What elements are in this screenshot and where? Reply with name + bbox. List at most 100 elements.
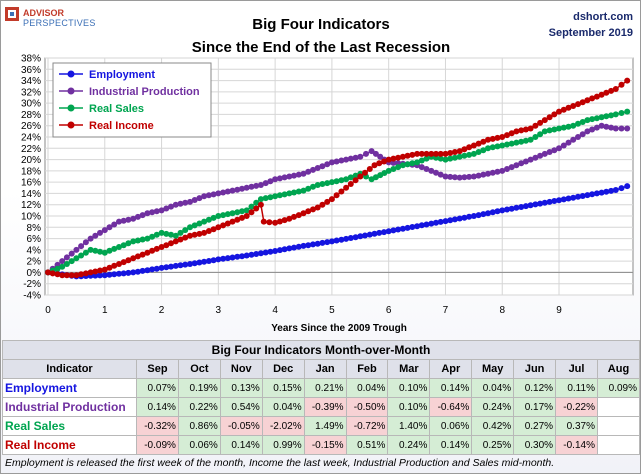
x-tick-label: 5 xyxy=(329,305,335,316)
data-point xyxy=(158,244,165,250)
data-point xyxy=(508,205,515,212)
data-point xyxy=(352,234,359,241)
data-point xyxy=(239,214,245,221)
data-point xyxy=(210,191,217,198)
data-point xyxy=(466,213,473,220)
data-point xyxy=(272,193,279,200)
table-title-row: Big Four Indicators Month-over-Month xyxy=(2,340,640,360)
data-point xyxy=(618,185,625,192)
data-point xyxy=(220,222,227,229)
data-point xyxy=(541,128,548,135)
legend-marker xyxy=(67,121,75,129)
data-point xyxy=(257,250,264,257)
data-point xyxy=(518,204,525,210)
data-point xyxy=(518,138,525,145)
data-point xyxy=(589,191,596,198)
data-point xyxy=(461,152,468,159)
data-point xyxy=(191,222,198,229)
data-point xyxy=(120,217,127,224)
data-point xyxy=(504,132,510,139)
legend-item: Real Income xyxy=(59,120,154,132)
data-point xyxy=(513,139,520,146)
data-point xyxy=(314,182,321,188)
data-point xyxy=(177,262,184,269)
data-point xyxy=(608,124,615,131)
data-point xyxy=(368,148,375,155)
data-point xyxy=(97,229,103,236)
data-point xyxy=(333,237,340,244)
data-point xyxy=(390,159,397,166)
data-point xyxy=(253,182,260,189)
data-point xyxy=(272,219,279,226)
data-point xyxy=(234,216,241,223)
table-cell: 0.15% xyxy=(261,378,305,398)
table-cell: -0.32% xyxy=(136,416,179,436)
data-point xyxy=(191,260,198,267)
data-point xyxy=(125,240,132,247)
data-point xyxy=(556,197,562,204)
legend-item: Employment xyxy=(59,69,155,81)
data-point xyxy=(210,214,217,221)
data-point xyxy=(253,251,260,257)
table-cell: 0.09% xyxy=(596,378,641,398)
data-point xyxy=(158,229,165,236)
data-point xyxy=(527,136,534,143)
legend-marker xyxy=(67,104,75,112)
data-point xyxy=(608,87,615,94)
data-point xyxy=(560,106,567,113)
data-point xyxy=(59,272,66,279)
data-point xyxy=(196,195,203,202)
data-point xyxy=(149,209,156,216)
data-point xyxy=(418,164,425,171)
data-point xyxy=(442,156,449,163)
data-point xyxy=(624,125,631,132)
data-point xyxy=(414,223,421,230)
data-point xyxy=(560,196,567,203)
y-tick-label: 36% xyxy=(21,65,41,76)
data-point xyxy=(612,187,619,193)
data-point xyxy=(343,235,350,242)
data-point xyxy=(172,262,179,269)
data-point xyxy=(172,232,179,239)
legend-marker xyxy=(67,87,75,95)
data-point xyxy=(239,208,245,215)
data-point xyxy=(551,147,558,154)
data-point xyxy=(163,230,170,237)
data-point xyxy=(537,152,544,159)
footnote: Employment is released the first week of… xyxy=(5,457,555,469)
data-point xyxy=(125,216,132,223)
data-point xyxy=(281,174,288,181)
data-point xyxy=(399,225,406,232)
data-point xyxy=(466,144,473,151)
data-point xyxy=(63,272,70,279)
column-header-indicator: Indicator xyxy=(2,359,137,379)
data-point xyxy=(281,191,288,198)
data-point xyxy=(575,134,581,140)
data-point xyxy=(187,224,193,231)
table-cell: -0.22% xyxy=(555,397,598,417)
data-point xyxy=(106,264,113,271)
data-point xyxy=(267,194,274,201)
data-point xyxy=(508,140,515,147)
data-point xyxy=(618,81,625,88)
data-point xyxy=(504,141,510,148)
table-cell: -0.09% xyxy=(136,435,179,455)
data-point xyxy=(153,208,160,215)
data-point xyxy=(366,231,373,238)
data-point xyxy=(608,112,615,119)
data-point xyxy=(362,232,368,239)
data-point xyxy=(82,249,89,256)
data-point xyxy=(598,114,605,121)
data-point xyxy=(470,213,477,219)
data-point xyxy=(106,247,113,254)
data-point xyxy=(489,135,496,142)
data-point xyxy=(404,161,411,168)
data-point xyxy=(224,255,231,262)
data-point xyxy=(499,142,506,149)
data-point xyxy=(182,234,189,241)
source-label: dshort.com xyxy=(573,11,633,23)
table-cell: 0.14% xyxy=(219,435,263,455)
data-point xyxy=(589,126,596,133)
table-cell: 0.30% xyxy=(513,435,557,455)
row-label: Real Sales xyxy=(2,416,137,436)
